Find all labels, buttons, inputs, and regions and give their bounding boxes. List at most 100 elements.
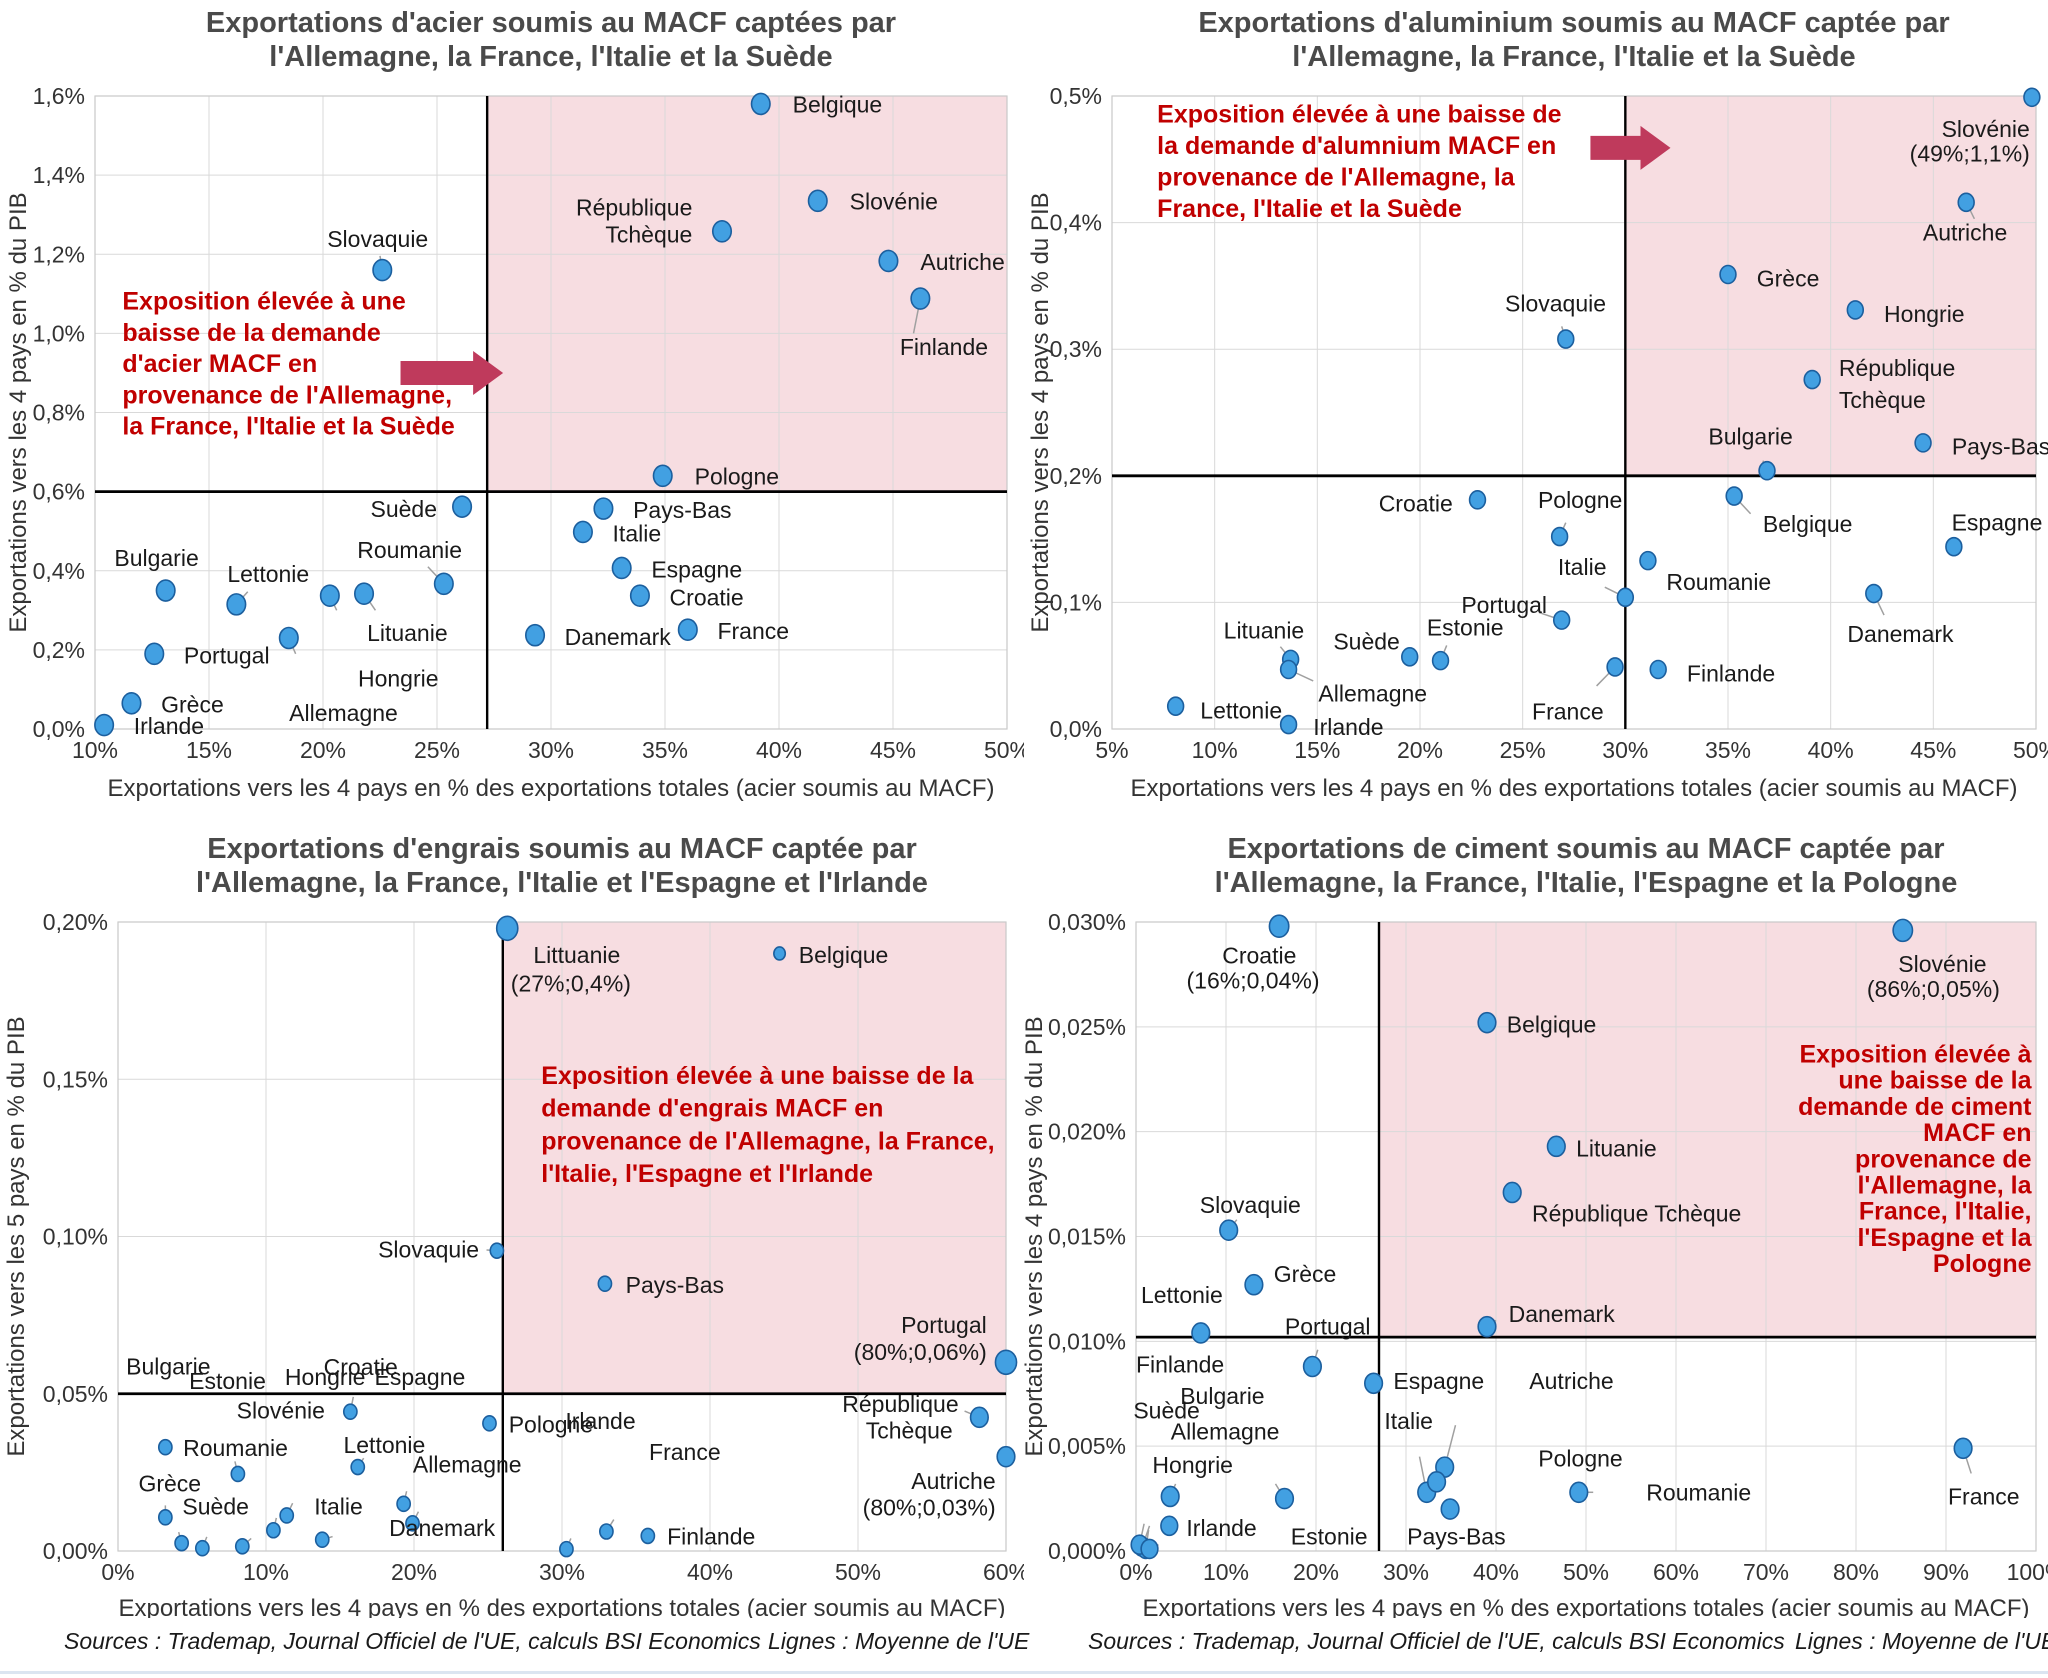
chart-title-line1: Exportations de ciment soumis au MACF ca… (1227, 833, 1944, 865)
y-tick-label: 0,00% (43, 1538, 108, 1564)
data-point-belgique (1725, 486, 1743, 506)
chart-engrais: 0% 10% 20% 30% 40% 50% 60% 0,00% 0,05% 0,10% 0,15%… (3, 833, 1029, 1622)
data-point-bulgarie (157, 1509, 173, 1526)
country-label-bulgarie: Bulgarie (1708, 424, 1792, 450)
data-point-slovaquie (372, 258, 393, 282)
y-tick-label: 0,015% (1048, 1224, 1126, 1250)
data-point-pays-bas (593, 497, 614, 520)
country-label-danemark: Danemark (1847, 621, 1954, 647)
exposure-annotation-line: Exposition élevée à une baisse de (1157, 101, 1561, 129)
country-label-danemark: Danemark (389, 1515, 496, 1541)
x-tick-label: 50% (2013, 737, 2048, 763)
country-label-lituanie: Lituanie (1224, 617, 1305, 643)
data-point-slove-nie (2023, 87, 2041, 108)
data-point-allemagne (1274, 1487, 1295, 1510)
data-point-allemagne (1279, 659, 1298, 680)
data-point-croatie (1268, 914, 1290, 938)
data-point-autriche (996, 1445, 1016, 1468)
country-label-re-publique-tche-que: Tchèque (866, 1418, 953, 1444)
country-label-pologne: Pologne (1538, 487, 1622, 513)
country-label-italie: Italie (1384, 1408, 1433, 1434)
data-point-re-publique-tche-que (711, 220, 733, 243)
data-point-portugal (144, 642, 165, 666)
y-tick-label: 0,15% (43, 1066, 108, 1092)
data-point-finlande (640, 1527, 656, 1545)
data-point-france (599, 1523, 614, 1540)
data-point-croatie (342, 1403, 358, 1420)
x-tick-label: 20% (1397, 737, 1443, 763)
exposure-annotation-line: provenance de l'Allemagne, la France, (541, 1127, 994, 1155)
exposure-annotation-line: provenance de (1855, 1145, 2032, 1173)
data-point-portugal (1552, 610, 1571, 630)
data-point-lettonie (226, 593, 247, 616)
exposure-annotation-line: Pologne (1933, 1250, 2032, 1278)
bottom-divider (0, 1671, 2048, 1674)
data-point-france (677, 618, 698, 641)
x-tick-label: 50% (835, 1559, 881, 1585)
exposure-annotation-line: Exposition élevée à une baisse de la (541, 1062, 974, 1090)
data-point-espagne (1364, 1372, 1384, 1395)
country-label-estonie: Estonie (1291, 1523, 1368, 1549)
country-label-danemark: Danemark (1509, 1301, 1616, 1327)
data-point-autriche (1957, 192, 1975, 213)
country-label-re-publique-tche-que: République Tchèque (1532, 1200, 1741, 1226)
y-tick-label: 1,0% (33, 320, 85, 346)
y-tick-label: 1,6% (33, 83, 85, 109)
y-tick-label: 0,005% (1048, 1433, 1126, 1459)
x-tick-label: 10% (1192, 737, 1238, 763)
x-tick-label: 100% (2007, 1559, 2048, 1585)
y-tick-label: 1,2% (33, 241, 85, 267)
data-point-danemark (1477, 1315, 1497, 1338)
x-tick-label: 30% (1602, 737, 1648, 763)
country-label-estonie: Estonie (1427, 615, 1504, 641)
country-label-espagne: Espagne (1393, 1368, 1484, 1394)
y-tick-label: 0,05% (43, 1381, 108, 1407)
data-point-slovaquie (1219, 1219, 1239, 1242)
x-tick-label: 50% (984, 737, 1024, 763)
data-point-finlande (910, 287, 931, 310)
country-label-roumanie: Roumanie (1666, 569, 1771, 595)
sources-note-right: Sources : Trademap, Journal Officiel de … (1088, 1628, 1785, 1654)
country-label-littuanie: Littuanie (533, 942, 620, 968)
chart-title-line1: Exportations d'acier soumis au MACF capt… (206, 7, 896, 39)
country-label-france: France (1948, 1483, 2020, 1509)
country-label-slove-nie: (86%;0,05%) (1867, 976, 2000, 1002)
y-axis-title: Exportations vers les 4 pays en % du PIB (1024, 1016, 1048, 1456)
x-tick-label: 15% (186, 737, 232, 763)
country-label-portugal: Portugal (1285, 1314, 1371, 1340)
data-point-re-publique-tche-que (1502, 1181, 1522, 1204)
country-label-allemagne: Allemagne (289, 700, 398, 726)
exposure-annotation-line: Exposition élevée à une (122, 288, 406, 316)
chart-cell-ciment: 0% 10% 20% 30% 40% 50% 60% 70% 80% 90% 100% 0,000% 0… (1021, 830, 2048, 1622)
x-tick-label: 0% (1119, 1559, 1152, 1585)
exposure-annotation-line: Exposition élevée à (1799, 1040, 2031, 1068)
y-tick-label: 0,020% (1048, 1119, 1126, 1145)
exposure-annotation-line: demande de ciment (1798, 1093, 2032, 1121)
data-point-lettonie (350, 1458, 366, 1476)
exposure-annotation-line: l'Espagne et la (1857, 1224, 2032, 1252)
x-tick-label: 25% (414, 737, 460, 763)
country-label-italie: Italie (613, 521, 662, 547)
data-point-espagne (611, 556, 632, 580)
chart-aluminium: 5% 10% 15% 20% 25% 30% 35% 40% 45% 50% 0,0% 0,1% 0,2… (1027, 7, 2048, 802)
country-label-allemagne: Allemagne (1318, 681, 1427, 707)
country-label-sue-de: Suède (370, 496, 437, 522)
data-point-gre-ce (1719, 264, 1737, 285)
country-label-espagne: Espagne (1952, 510, 2043, 536)
country-label-slove-nie: Slovénie (1942, 116, 2030, 142)
country-label-finlande: Finlande (1687, 660, 1775, 686)
country-label-croatie: Croatie (324, 1354, 398, 1380)
x-tick-label: 20% (391, 1559, 437, 1585)
data-point-pologne (482, 1415, 497, 1432)
data-point-france (1606, 657, 1624, 677)
country-label-belgique: Belgique (799, 942, 889, 968)
country-label-estonie: Estonie (189, 1368, 266, 1394)
country-label-lituanie: Lituanie (1576, 1135, 1657, 1161)
exposure-annotation-line: d'acier MACF en (122, 350, 317, 378)
exposure-annotation-line: France, l'Italie et la Suède (1157, 195, 1462, 223)
y-tick-label: 0,010% (1048, 1328, 1126, 1354)
country-label-gre-ce: Grèce (1757, 265, 1820, 291)
country-label-autriche: Autriche (1529, 1368, 1613, 1394)
data-point-lettonie (1191, 1322, 1211, 1344)
